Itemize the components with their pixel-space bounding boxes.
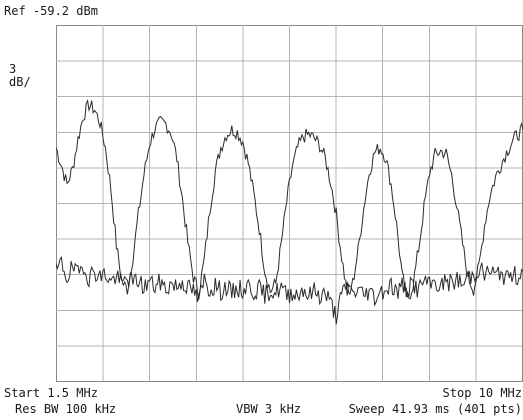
reference-level: Ref -59.2 dBm: [4, 4, 98, 18]
trace-1: [56, 98, 523, 300]
trace-2: [56, 255, 523, 325]
resolution-bandwidth: Res BW 100 kHz: [15, 402, 117, 416]
start-frequency: Start 1.5 MHz: [4, 386, 98, 400]
sweep-time: Sweep 41.93 ms (401 pts): [348, 402, 522, 416]
trace-plot: [56, 25, 523, 382]
graticule: [56, 25, 523, 382]
scale-value: 3: [9, 62, 17, 76]
scale-unit: dB/: [9, 75, 31, 89]
stop-frequency: Stop 10 MHz: [442, 386, 522, 400]
video-bandwidth: VBW 3 kHz: [236, 402, 302, 416]
